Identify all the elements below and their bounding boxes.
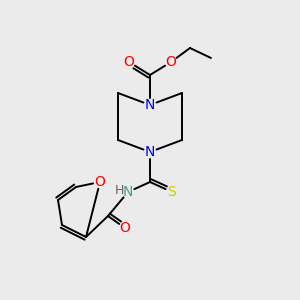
Text: O: O xyxy=(124,55,134,69)
Text: H: H xyxy=(114,184,124,197)
Text: N: N xyxy=(145,145,155,159)
Text: N: N xyxy=(145,98,155,112)
Text: S: S xyxy=(168,185,176,199)
Text: O: O xyxy=(120,221,130,235)
Text: O: O xyxy=(94,175,105,189)
Text: N: N xyxy=(123,185,133,199)
Text: O: O xyxy=(166,55,176,69)
